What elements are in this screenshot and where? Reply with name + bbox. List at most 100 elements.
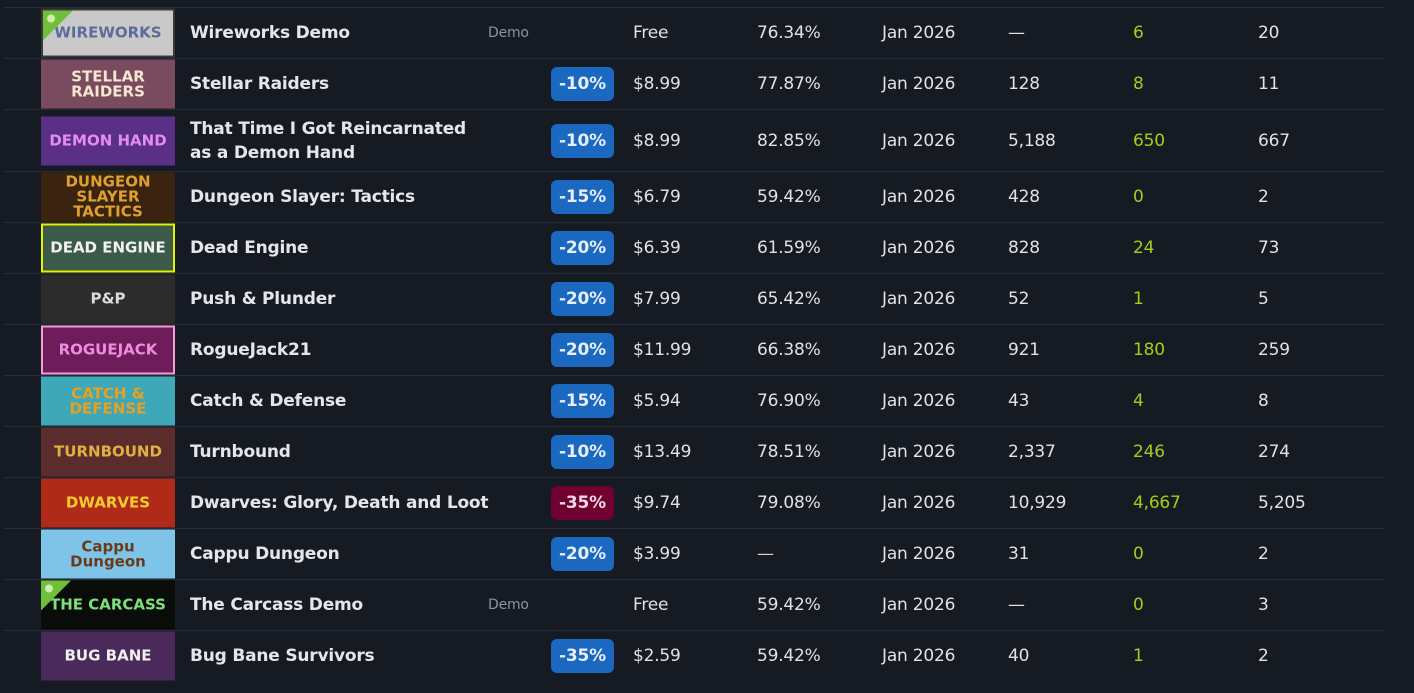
game-name[interactable]: Push & Plunder bbox=[190, 289, 336, 309]
capsule-title-art: DEMON HAND bbox=[49, 131, 167, 149]
table-row[interactable]: BUG BANE Bug Bane Survivors -35% $2.59 59.4… bbox=[4, 630, 1384, 681]
game-name[interactable]: Dungeon Slayer: Tactics bbox=[190, 187, 415, 207]
release-date: Jan 2026 bbox=[882, 493, 956, 513]
demo-dot-icon bbox=[47, 14, 55, 23]
game-capsule-image[interactable]: P&P bbox=[41, 274, 175, 324]
stat-col-2: 0 bbox=[1133, 187, 1144, 207]
stat-col-1: 10,929 bbox=[1008, 493, 1067, 513]
release-date: Jan 2026 bbox=[882, 595, 956, 615]
table-row[interactable]: DEAD ENGINE Dead Engine -20% $6.39 61.59% Ja… bbox=[4, 222, 1384, 273]
game-name[interactable]: Catch & Defense bbox=[190, 391, 347, 411]
game-name[interactable]: Bug Bane Survivors bbox=[190, 646, 375, 666]
type-label: Demo bbox=[488, 25, 529, 41]
table-row[interactable]: CATCH & DEFENSE Catch & Defense -15% $5.94… bbox=[4, 375, 1384, 426]
stat-col-1: 2,337 bbox=[1008, 442, 1056, 462]
rating: 76.34% bbox=[757, 23, 821, 43]
table-row[interactable]: THE CARCASS The Carcass Demo Demo Free 59.4… bbox=[4, 579, 1384, 630]
capsule-title-art: DWARVES bbox=[65, 493, 151, 512]
table-row[interactable]: DWARVES Dwarves: Glory, Death and Loot -3… bbox=[4, 477, 1384, 528]
table-row[interactable]: DEMON HAND That Time I Got Reincarnated … bbox=[4, 109, 1384, 171]
game-name[interactable]: The Carcass Demo bbox=[190, 595, 364, 615]
stat-col-3: 11 bbox=[1258, 74, 1280, 94]
stat-col-1: 128 bbox=[1008, 74, 1040, 94]
stat-col-2: 1 bbox=[1133, 646, 1144, 666]
stat-col-1: 40 bbox=[1008, 646, 1030, 666]
game-name[interactable]: Dwarves: Glory, Death and Loot bbox=[190, 493, 489, 513]
game-capsule-image[interactable]: ROGUEJACK bbox=[41, 325, 175, 375]
capsule-title-art: Cappu Dungeon bbox=[70, 537, 146, 570]
stat-col-2: 1 bbox=[1133, 289, 1144, 309]
stat-col-3: 8 bbox=[1258, 391, 1269, 411]
stat-col-3: 20 bbox=[1258, 23, 1280, 43]
table-row[interactable]: WIREWORKS Wireworks Demo Demo Free 76.34% Ja… bbox=[4, 7, 1384, 58]
stat-col-1: 31 bbox=[1008, 544, 1030, 564]
price: $3.99 bbox=[633, 544, 681, 564]
capsule-title-art: WIREWORKS bbox=[54, 23, 162, 42]
game-name[interactable]: Cappu Dungeon bbox=[190, 544, 340, 564]
stat-col-3: 3 bbox=[1258, 595, 1269, 615]
rating: 76.90% bbox=[757, 391, 821, 411]
stat-col-3: 259 bbox=[1258, 340, 1290, 360]
stat-col-2: 24 bbox=[1133, 238, 1155, 258]
capsule-title-art: P&P bbox=[90, 289, 126, 308]
stat-col-3: 2 bbox=[1258, 187, 1269, 207]
game-name[interactable]: Wireworks Demo bbox=[190, 23, 350, 43]
rating: 61.59% bbox=[757, 238, 821, 258]
game-name[interactable]: Turnbound bbox=[190, 442, 291, 462]
stat-col-1: 52 bbox=[1008, 289, 1030, 309]
discount-badge: -10% bbox=[551, 123, 614, 158]
game-name[interactable]: Stellar Raiders bbox=[190, 74, 329, 94]
table-row[interactable]: Cappu Dungeon Cappu Dungeon -20% $3.99 — Jan… bbox=[4, 528, 1384, 579]
game-name[interactable]: RogueJack21 bbox=[190, 340, 312, 360]
capsule-title-art: BUG BANE bbox=[64, 646, 152, 665]
rating: 77.87% bbox=[757, 74, 821, 94]
table-row[interactable]: DUNGEON SLAYER TACTICS Dungeon Slayer: T… bbox=[4, 171, 1384, 222]
price: $13.49 bbox=[633, 442, 692, 462]
game-capsule-image[interactable]: WIREWORKS bbox=[41, 8, 175, 58]
game-capsule-image[interactable]: DWARVES bbox=[41, 478, 175, 528]
release-date: Jan 2026 bbox=[882, 238, 956, 258]
stat-col-2: 4 bbox=[1133, 391, 1144, 411]
price: Free bbox=[633, 23, 669, 43]
discount-badge: -10% bbox=[551, 435, 614, 469]
game-capsule-image[interactable]: Cappu Dungeon bbox=[41, 529, 175, 579]
game-capsule-image[interactable]: BUG BANE bbox=[41, 631, 175, 681]
release-date: Jan 2026 bbox=[882, 391, 956, 411]
game-name[interactable]: That Time I Got Reincarnated as a Demon … bbox=[190, 118, 467, 163]
release-date: Jan 2026 bbox=[882, 340, 956, 360]
game-capsule-image[interactable]: THE CARCASS bbox=[41, 580, 175, 630]
discount-badge: -10% bbox=[551, 67, 614, 101]
table-row[interactable]: ROGUEJACK RogueJack21 -20% $11.99 66.38% Jan… bbox=[4, 324, 1384, 375]
capsule-title-art: ROGUEJACK bbox=[58, 340, 158, 359]
stat-col-3: 5,205 bbox=[1258, 493, 1306, 513]
price: $2.59 bbox=[633, 646, 681, 666]
price: $8.99 bbox=[633, 130, 681, 151]
capsule-title-art: STELLAR RAIDERS bbox=[71, 67, 145, 100]
rating: 59.42% bbox=[757, 646, 821, 666]
stat-col-2: 0 bbox=[1133, 544, 1144, 564]
game-capsule-image[interactable]: DEMON HAND bbox=[41, 116, 175, 165]
discount-badge: -20% bbox=[551, 333, 614, 367]
demo-dot-icon bbox=[45, 584, 53, 593]
table-row[interactable]: STELLAR RAIDERS Stellar Raiders -10% $8.99… bbox=[4, 58, 1384, 109]
game-capsule-image[interactable]: DUNGEON SLAYER TACTICS bbox=[41, 172, 175, 222]
discount-badge: -20% bbox=[551, 537, 614, 571]
stat-col-3: 2 bbox=[1258, 544, 1269, 564]
stat-col-1: 5,188 bbox=[1008, 130, 1056, 151]
release-date: Jan 2026 bbox=[882, 544, 956, 564]
discount-badge: -15% bbox=[551, 384, 614, 418]
game-capsule-image[interactable]: DEAD ENGINE bbox=[41, 223, 175, 273]
stat-col-2: 8 bbox=[1133, 74, 1144, 94]
game-capsule-image[interactable]: CATCH & DEFENSE bbox=[41, 376, 175, 426]
rating: 65.42% bbox=[757, 289, 821, 309]
price: $8.99 bbox=[633, 74, 681, 94]
capsule-title-art: THE CARCASS bbox=[50, 595, 166, 614]
stat-col-3: 5 bbox=[1258, 289, 1269, 309]
capsule-title-art: DUNGEON SLAYER TACTICS bbox=[65, 172, 151, 221]
table-row[interactable]: P&P Push & Plunder -20% $7.99 65.42% Jan 202… bbox=[4, 273, 1384, 324]
table-row[interactable]: TURNBOUND Turnbound -10% $13.49 78.51% Jan 2… bbox=[4, 426, 1384, 477]
game-name[interactable]: Dead Engine bbox=[190, 238, 309, 258]
release-date: Jan 2026 bbox=[882, 646, 956, 666]
game-capsule-image[interactable]: TURNBOUND bbox=[41, 427, 175, 477]
game-capsule-image[interactable]: STELLAR RAIDERS bbox=[41, 59, 175, 109]
